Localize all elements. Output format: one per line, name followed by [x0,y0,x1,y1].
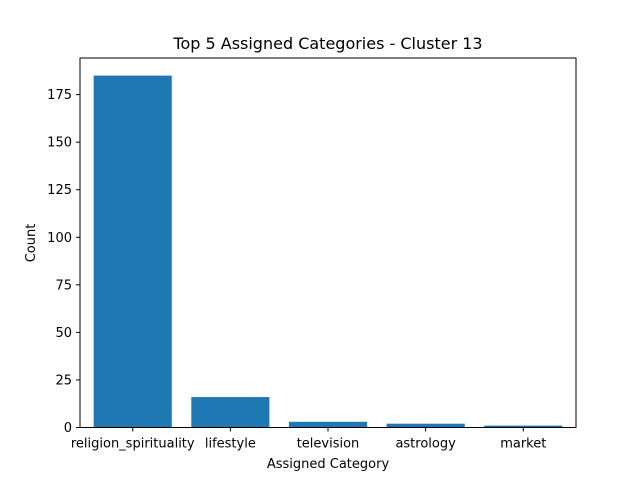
y-tick-label: 50 [55,326,72,341]
bar-market [484,425,563,428]
y-tick-label: 75 [55,278,72,293]
y-tick-label: 25 [55,373,72,388]
chart-title: Top 5 Assigned Categories - Cluster 13 [172,34,482,53]
bar-religion_spirituality [93,75,172,428]
y-axis-title: Count [24,224,39,263]
bar-astrology [386,423,465,428]
bars-group [93,75,563,428]
x-axis-ticks: religion_spirituality lifestyle television… [71,427,546,452]
bar-television [288,421,368,428]
x-axis-title: Assigned Category [267,457,390,472]
bar-lifestyle [191,397,270,428]
y-tick-label: 150 [47,136,72,151]
y-tick-label: 175 [47,88,72,103]
x-tick-label: television [297,437,360,452]
y-tick-label: 125 [47,183,72,198]
x-tick-label: lifestyle [205,437,256,452]
x-tick-label: religion_spirituality [71,437,195,452]
x-tick-label: astrology [395,437,456,452]
x-tick-label: market [500,437,546,452]
y-axis-ticks: 0 25 50 75 100 125 150 175 [47,88,80,436]
y-tick-label: 0 [64,421,72,436]
y-tick-label: 100 [47,231,72,246]
